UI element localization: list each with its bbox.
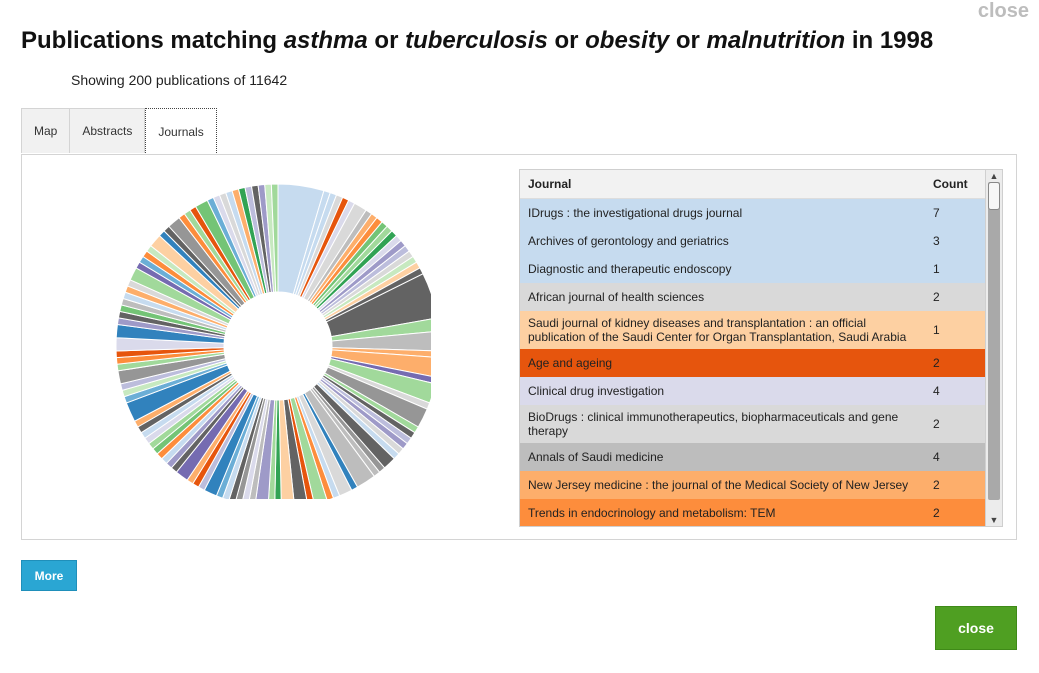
- scroll-up-icon[interactable]: ▲: [989, 171, 999, 181]
- table-row[interactable]: Archives of gerontology and geriatrics 3: [520, 226, 987, 255]
- journal-count-cell: 1: [933, 261, 940, 276]
- journals-donut-chart: [115, 183, 431, 499]
- table-scrollbar[interactable]: ▲ ▼: [985, 170, 1002, 526]
- journal-count-cell: 1: [933, 322, 940, 337]
- table-row[interactable]: Trends in endocrinology and metabolism: …: [520, 498, 987, 526]
- table-row[interactable]: African journal of health sciences 2: [520, 282, 987, 311]
- donut-slice[interactable]: [270, 183, 279, 293]
- tab-map[interactable]: Map: [21, 108, 71, 153]
- journal-name-cell: Trends in endocrinology and metabolism: …: [528, 505, 776, 520]
- tab-abstracts[interactable]: Abstracts: [70, 108, 146, 153]
- close-button[interactable]: close: [935, 606, 1017, 650]
- tab-journals[interactable]: Journals: [145, 108, 217, 155]
- table-row[interactable]: BioDrugs : clinical immunotherapeutics, …: [520, 404, 987, 443]
- journal-name-cell: Saudi journal of kidney diseases and tra…: [528, 315, 907, 344]
- journal-name-cell: BioDrugs : clinical immunotherapeutics, …: [528, 409, 899, 438]
- journal-name-cell: Age and ageing: [528, 355, 613, 370]
- journal-count-cell: 2: [933, 477, 940, 492]
- page-title: Publications matching asthma or tubercul…: [21, 27, 934, 54]
- table-row[interactable]: Annals of Saudi medicine 4: [520, 442, 987, 471]
- scroll-down-icon[interactable]: ▼: [989, 515, 999, 525]
- scroll-track[interactable]: [988, 182, 1000, 500]
- table-row[interactable]: Clinical drug investigation 4: [520, 376, 987, 405]
- journal-count-cell: 4: [933, 383, 940, 398]
- journal-count-cell: 4: [933, 449, 940, 464]
- journal-count-cell: 2: [933, 505, 940, 520]
- journal-name-cell: Archives of gerontology and geriatrics: [528, 233, 729, 248]
- table-row[interactable]: Diagnostic and therapeutic endoscopy 1: [520, 254, 987, 283]
- journal-name-cell: Clinical drug investigation: [528, 383, 665, 398]
- table-row[interactable]: New Jersey medicine : the journal of the…: [520, 470, 987, 499]
- table-row[interactable]: Saudi journal of kidney diseases and tra…: [520, 310, 987, 349]
- journal-count-cell: 2: [933, 355, 940, 370]
- tab-bar: Map Abstracts Journals: [21, 108, 217, 155]
- journal-count-cell: 2: [933, 289, 940, 304]
- journal-count-cell: 2: [933, 416, 940, 431]
- journals-table: Journal Count IDrugs : the investigation…: [520, 170, 987, 526]
- top-close-link[interactable]: close: [977, 0, 1029, 22]
- table-row[interactable]: Age and ageing 2: [520, 348, 987, 377]
- journal-count-cell: 3: [933, 233, 940, 248]
- table-header-row: Journal Count: [520, 170, 987, 199]
- journals-panel: Journal Count IDrugs : the investigation…: [21, 154, 1017, 540]
- scroll-thumb[interactable]: [988, 182, 1000, 210]
- count-column-header[interactable]: Count: [925, 170, 987, 199]
- results-summary: Showing 200 publications of 11642: [71, 72, 288, 88]
- journal-name-cell: African journal of health sciences: [528, 289, 705, 304]
- journal-name-cell: Diagnostic and therapeutic endoscopy: [528, 261, 732, 276]
- table-row[interactable]: IDrugs : the investigational drugs journ…: [520, 198, 987, 227]
- journal-name-cell: Annals of Saudi medicine: [528, 449, 664, 464]
- journal-count-cell: 7: [933, 205, 940, 220]
- more-button[interactable]: More: [21, 560, 77, 591]
- journal-column-header[interactable]: Journal: [520, 170, 925, 199]
- journal-name-cell: New Jersey medicine : the journal of the…: [528, 477, 909, 492]
- journal-name-cell: IDrugs : the investigational drugs journ…: [528, 205, 743, 220]
- journals-table-container: Journal Count IDrugs : the investigation…: [519, 169, 1003, 527]
